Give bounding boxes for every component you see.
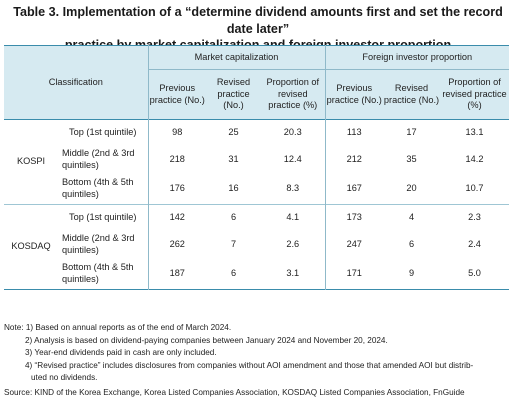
note-4: 4) “Revised practice” includes disclosur… bbox=[25, 360, 474, 370]
market-label: KOSPI bbox=[16, 156, 46, 167]
category-label: Middle (2nd & 3rd quintiles) bbox=[62, 233, 135, 255]
cell-value: 113 bbox=[324, 119, 383, 146]
group-header-market-cap: Market capitalization bbox=[147, 45, 325, 70]
table-row: Bottom (4th & 5th quintiles) 187 6 3.1 1… bbox=[4, 258, 509, 290]
category-label: Top (1st quintile) bbox=[69, 212, 137, 222]
market-label: KOSDAQ bbox=[11, 241, 51, 252]
source-line: Source: KIND of the Korea Exchange, Kore… bbox=[4, 387, 465, 397]
cell-value: 3.1 bbox=[286, 268, 300, 278]
cell-value: 13.1 bbox=[465, 127, 484, 137]
sub-header-proportion: Proportion of revised practice (%) bbox=[442, 77, 507, 111]
sub-header-proportion: Proportion of revised practice (%) bbox=[266, 77, 320, 111]
cell-value: 218 bbox=[147, 145, 206, 174]
dividend-practice-table: Classification Market capitalization For… bbox=[4, 45, 509, 290]
cell-value: 247 bbox=[324, 230, 383, 259]
sub-header-revised: Revised practice (No.) bbox=[216, 77, 251, 111]
cell-value: 187 bbox=[147, 258, 206, 290]
cell-value: 31 bbox=[228, 153, 239, 164]
sub-header-previous: Previous practice (No.) bbox=[324, 69, 383, 120]
cell-value: 6 bbox=[230, 268, 237, 278]
category-label: Middle (2nd & 3rd quintiles) bbox=[62, 148, 135, 170]
cell-value: 10.7 bbox=[465, 183, 484, 193]
sub-header-revised: Revised practice (No.) bbox=[383, 83, 440, 105]
sub-header-previous: Previous practice (No.) bbox=[147, 69, 206, 120]
table-notes: Note: 1) Based on annual reports as of t… bbox=[4, 322, 512, 400]
category-label: Top (1st quintile) bbox=[69, 127, 137, 137]
cell-value: 6 bbox=[408, 238, 415, 249]
cell-value: 14.2 bbox=[465, 153, 484, 164]
cell-value: 20 bbox=[406, 183, 417, 193]
table-row: Middle (2nd & 3rd quintiles) 218 31 12.4… bbox=[4, 145, 509, 174]
title-line-1: Table 3. Implementation of a “determine … bbox=[13, 5, 503, 36]
cell-value: 2.3 bbox=[468, 212, 481, 222]
cell-value: 8.3 bbox=[286, 183, 300, 193]
note-2: 2) Analysis is based on dividend-paying … bbox=[25, 335, 388, 345]
cell-value: 9 bbox=[408, 268, 415, 278]
cell-value: 35 bbox=[406, 153, 417, 164]
cell-value: 212 bbox=[324, 145, 383, 174]
table-row: Middle (2nd & 3rd quintiles) 262 7 2.6 2… bbox=[4, 230, 509, 259]
table-row: KOSPI Top (1st quintile) 98 25 20.3 113 … bbox=[4, 119, 509, 166]
cell-value: 171 bbox=[324, 258, 383, 290]
table-row: KOSDAQ Top (1st quintile) 142 6 4.1 173 … bbox=[4, 204, 509, 251]
cell-value: 6 bbox=[230, 212, 237, 222]
category-label: Bottom (4th & 5th quintiles) bbox=[62, 262, 134, 284]
note-1: Note: 1) Based on annual reports as of t… bbox=[4, 323, 232, 332]
cell-value: 98 bbox=[147, 119, 206, 146]
cell-value: 2.6 bbox=[286, 238, 300, 249]
classification-header: Classification bbox=[48, 76, 103, 87]
cell-value: 5.0 bbox=[468, 268, 481, 278]
cell-value: 2.4 bbox=[468, 238, 481, 249]
cell-value: 16 bbox=[228, 183, 239, 193]
cell-value: 25 bbox=[228, 127, 239, 137]
cell-value: 167 bbox=[324, 173, 383, 205]
category-label: Bottom (4th & 5th quintiles) bbox=[62, 177, 134, 199]
cell-value: 4 bbox=[408, 212, 415, 222]
cell-value: 173 bbox=[324, 204, 383, 231]
table-row: Bottom (4th & 5th quintiles) 176 16 8.3 … bbox=[4, 173, 509, 205]
cell-value: 142 bbox=[147, 204, 206, 231]
cell-value: 4.1 bbox=[286, 212, 300, 222]
note-3: 3) Year-end dividends paid in cash are o… bbox=[25, 348, 217, 358]
cell-value: 12.4 bbox=[283, 153, 302, 164]
group-header-foreign-investor: Foreign investor proportion bbox=[324, 45, 509, 70]
cell-value: 176 bbox=[147, 173, 206, 205]
note-4-continued: uted no dividends. bbox=[31, 373, 98, 383]
cell-value: 7 bbox=[230, 238, 237, 249]
cell-value: 17 bbox=[406, 127, 417, 137]
cell-value: 262 bbox=[147, 230, 206, 259]
cell-value: 20.3 bbox=[283, 127, 302, 137]
